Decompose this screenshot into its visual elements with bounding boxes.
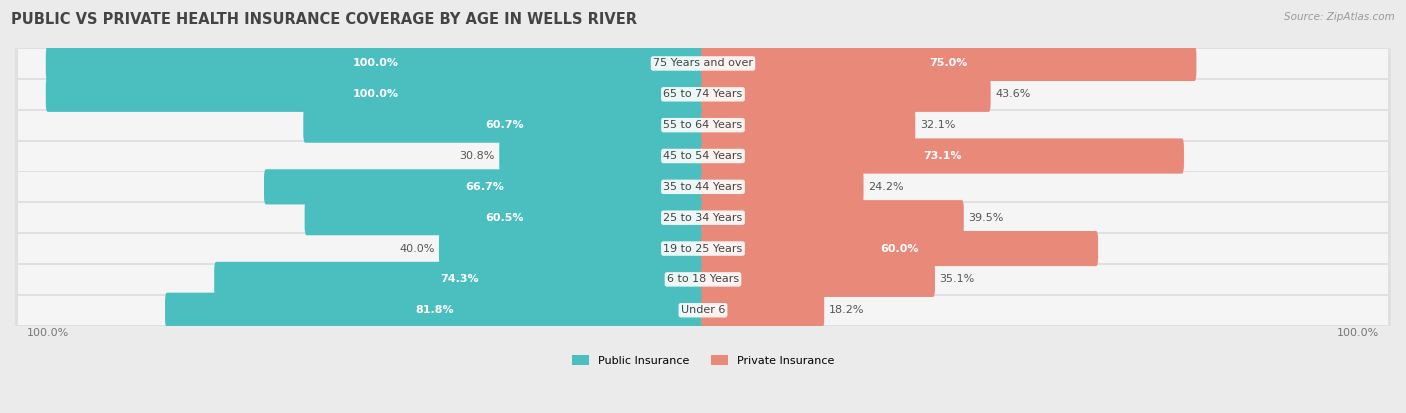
FancyBboxPatch shape [702, 77, 991, 112]
Bar [18, 203, 1388, 232]
Bar [18, 142, 1388, 171]
Bar [15, 140, 1391, 171]
Text: 40.0%: 40.0% [399, 244, 434, 254]
Text: 60.7%: 60.7% [485, 120, 523, 130]
Bar [18, 172, 1388, 202]
Bar [15, 295, 1391, 326]
Text: Source: ZipAtlas.com: Source: ZipAtlas.com [1284, 12, 1395, 22]
Text: 18.2%: 18.2% [828, 305, 865, 315]
FancyBboxPatch shape [264, 169, 704, 204]
FancyBboxPatch shape [702, 293, 824, 328]
Bar [18, 234, 1388, 263]
Text: 60.5%: 60.5% [485, 213, 524, 223]
FancyBboxPatch shape [702, 262, 935, 297]
FancyBboxPatch shape [702, 231, 1098, 266]
Bar [18, 80, 1388, 109]
FancyBboxPatch shape [702, 46, 1197, 81]
Text: 30.8%: 30.8% [460, 151, 495, 161]
Text: 39.5%: 39.5% [969, 213, 1004, 223]
Text: 60.0%: 60.0% [880, 244, 920, 254]
FancyBboxPatch shape [214, 262, 704, 297]
Text: 100.0%: 100.0% [353, 89, 398, 99]
FancyBboxPatch shape [439, 231, 704, 266]
FancyBboxPatch shape [702, 200, 963, 235]
Text: 81.8%: 81.8% [416, 305, 454, 315]
Bar [18, 111, 1388, 140]
Bar [15, 233, 1391, 264]
Text: 100.0%: 100.0% [353, 59, 398, 69]
Text: 66.7%: 66.7% [465, 182, 503, 192]
Text: PUBLIC VS PRIVATE HEALTH INSURANCE COVERAGE BY AGE IN WELLS RIVER: PUBLIC VS PRIVATE HEALTH INSURANCE COVER… [11, 12, 637, 27]
Text: 32.1%: 32.1% [920, 120, 955, 130]
FancyBboxPatch shape [46, 46, 704, 81]
FancyBboxPatch shape [702, 138, 1184, 173]
Bar [15, 110, 1391, 140]
FancyBboxPatch shape [702, 169, 863, 204]
Bar [18, 296, 1388, 325]
Bar [15, 202, 1391, 233]
Text: 73.1%: 73.1% [924, 151, 962, 161]
Text: 6 to 18 Years: 6 to 18 Years [666, 274, 740, 285]
Bar [15, 264, 1391, 295]
Bar [18, 49, 1388, 78]
FancyBboxPatch shape [165, 293, 704, 328]
Text: 25 to 34 Years: 25 to 34 Years [664, 213, 742, 223]
Text: 24.2%: 24.2% [868, 182, 904, 192]
Text: 19 to 25 Years: 19 to 25 Years [664, 244, 742, 254]
Bar [15, 171, 1391, 202]
Legend: Public Insurance, Private Insurance: Public Insurance, Private Insurance [568, 350, 838, 370]
Text: 74.3%: 74.3% [440, 274, 479, 285]
Text: 45 to 54 Years: 45 to 54 Years [664, 151, 742, 161]
FancyBboxPatch shape [304, 107, 704, 143]
Text: 43.6%: 43.6% [995, 89, 1031, 99]
Text: 55 to 64 Years: 55 to 64 Years [664, 120, 742, 130]
Bar [18, 265, 1388, 294]
Bar [15, 48, 1391, 79]
Text: 65 to 74 Years: 65 to 74 Years [664, 89, 742, 99]
FancyBboxPatch shape [702, 107, 915, 143]
FancyBboxPatch shape [305, 200, 704, 235]
Text: 35.1%: 35.1% [939, 274, 974, 285]
FancyBboxPatch shape [499, 138, 704, 173]
Text: 75.0%: 75.0% [929, 59, 967, 69]
Text: Under 6: Under 6 [681, 305, 725, 315]
Bar [15, 79, 1391, 110]
FancyBboxPatch shape [46, 77, 704, 112]
Text: 35 to 44 Years: 35 to 44 Years [664, 182, 742, 192]
Text: 75 Years and over: 75 Years and over [652, 59, 754, 69]
